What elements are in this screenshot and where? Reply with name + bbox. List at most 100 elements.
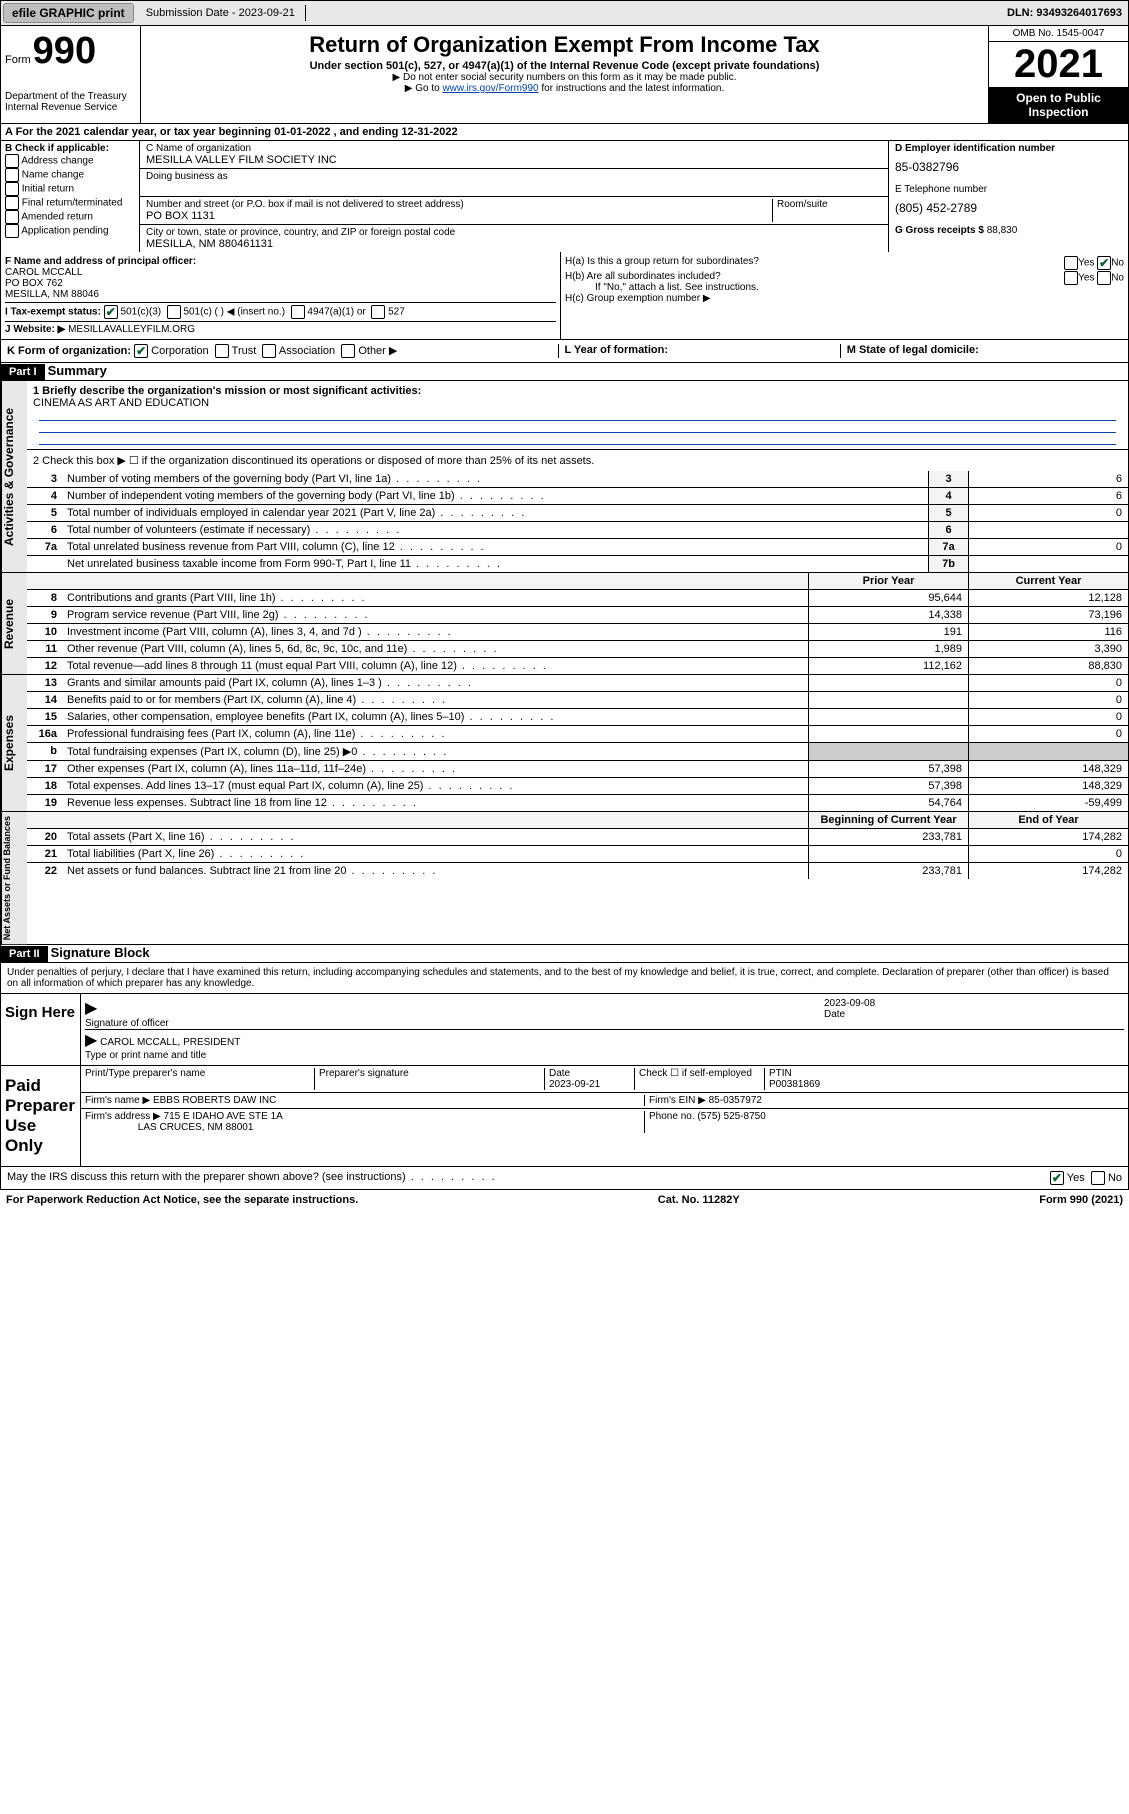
discuss-yes[interactable]: ✔	[1050, 1171, 1064, 1185]
chk-501c3[interactable]: ✔	[104, 305, 118, 319]
addr-val: PO BOX 1131	[146, 210, 215, 222]
open-public: Open to Public Inspection	[989, 87, 1128, 123]
footer-left: For Paperwork Reduction Act Notice, see …	[6, 1194, 358, 1206]
ptin-val: P00381869	[769, 1079, 820, 1090]
table-row: 11Other revenue (Part VIII, column (A), …	[27, 641, 1128, 658]
subtitle-1: Under section 501(c), 527, or 4947(a)(1)…	[145, 60, 984, 72]
discuss-no[interactable]	[1091, 1171, 1105, 1185]
table-row: 15Salaries, other compensation, employee…	[27, 709, 1128, 726]
row-a-taxyear: A For the 2021 calendar year, or tax yea…	[0, 124, 1129, 141]
chk-assoc[interactable]	[262, 344, 276, 358]
hb-no[interactable]	[1097, 271, 1111, 285]
officer-addr2: MESILLA, NM 88046	[5, 289, 99, 300]
netassets-block: Net Assets or Fund Balances Beginning of…	[0, 812, 1129, 945]
firm-addr1: 715 E IDAHO AVE STE 1A	[164, 1111, 283, 1122]
form-title: Return of Organization Exempt From Incom…	[145, 32, 984, 58]
hc-label: H(c) Group exemption number ▶	[565, 293, 1124, 304]
room-label: Room/suite	[777, 199, 828, 210]
hb-yes[interactable]	[1064, 271, 1078, 285]
self-emp-check[interactable]: Check ☐ if self-employed	[635, 1068, 765, 1090]
part2-header: Part II	[1, 946, 48, 962]
k-label: K Form of organization:	[7, 345, 131, 357]
top-bar: efile GRAPHIC print Submission Date - 20…	[0, 0, 1129, 26]
org-name-label: C Name of organization	[146, 143, 251, 154]
footer-mid: Cat. No. 11282Y	[658, 1194, 740, 1206]
line2: 2 Check this box ▶ ☐ if the organization…	[27, 449, 1128, 471]
efile-print-button[interactable]: efile GRAPHIC print	[3, 3, 134, 23]
firm-ein: 85-0357972	[709, 1095, 762, 1106]
table-row: 20Total assets (Part X, line 16)233,7811…	[27, 829, 1128, 846]
sig-date: 2023-09-08	[824, 998, 1124, 1009]
part1-title: Summary	[48, 363, 107, 378]
revenue-block: Revenue Prior Year Current Year 8Contrib…	[0, 573, 1129, 675]
table-row: 4Number of independent voting members of…	[27, 488, 1128, 505]
chk-name[interactable]: Name change	[5, 168, 135, 182]
chk-other[interactable]	[341, 344, 355, 358]
chk-corp[interactable]: ✔	[134, 344, 148, 358]
col-b-head: B Check if applicable:	[5, 143, 135, 154]
section-bcd: B Check if applicable: Address change Na…	[0, 141, 1129, 252]
current-year-header: Current Year	[968, 573, 1128, 589]
table-row: 22Net assets or fund balances. Subtract …	[27, 863, 1128, 879]
part1-header-row: Part I Summary	[0, 363, 1129, 381]
declaration: Under penalties of perjury, I declare th…	[0, 963, 1129, 994]
table-row: 17Other expenses (Part IX, column (A), l…	[27, 761, 1128, 778]
col-c-org: C Name of organization MESILLA VALLEY FI…	[139, 141, 888, 252]
ha-yes[interactable]	[1064, 256, 1078, 270]
chk-address[interactable]: Address change	[5, 154, 135, 168]
table-row: bTotal fundraising expenses (Part IX, co…	[27, 743, 1128, 761]
begin-year-header: Beginning of Current Year	[808, 812, 968, 828]
side-expenses: Expenses	[1, 675, 27, 811]
subtitle-3: ▶ Go to www.irs.gov/Form990 for instruct…	[145, 83, 984, 94]
chk-initial[interactable]: Initial return	[5, 182, 135, 196]
chk-amended[interactable]: Amended return	[5, 210, 135, 224]
hb-note: If "No," attach a list. See instructions…	[595, 282, 1124, 293]
addr-label: Number and street (or P.O. box if mail i…	[146, 199, 464, 210]
table-row: 21Total liabilities (Part X, line 26)0	[27, 846, 1128, 863]
chk-4947[interactable]	[291, 305, 305, 319]
table-row: 7aTotal unrelated business revenue from …	[27, 539, 1128, 556]
dba-label: Doing business as	[146, 171, 228, 182]
discuss-row: May the IRS discuss this return with the…	[0, 1167, 1129, 1190]
chk-pending[interactable]: Application pending	[5, 224, 135, 238]
irs-link[interactable]: www.irs.gov/Form990	[442, 83, 538, 94]
sign-here-block: Sign Here ▶ Signature of officer 2023-09…	[0, 994, 1129, 1066]
date-label: Date	[824, 1009, 1124, 1020]
chk-527[interactable]	[371, 305, 385, 319]
ein-val: 85-0382796	[895, 160, 1122, 174]
dept-treasury: Department of the Treasury	[5, 91, 136, 102]
table-row: 13Grants and similar amounts paid (Part …	[27, 675, 1128, 692]
footer-right: Form 990 (2021)	[1039, 1194, 1123, 1206]
prior-year-header: Prior Year	[808, 573, 968, 589]
sig-officer-label: Signature of officer	[85, 1018, 824, 1029]
m-label: M State of legal domicile:	[847, 344, 979, 356]
l-label: L Year of formation:	[565, 344, 669, 356]
table-row: 5Total number of individuals employed in…	[27, 505, 1128, 522]
chk-final[interactable]: Final return/terminated	[5, 196, 135, 210]
part2-header-row: Part II Signature Block	[0, 945, 1129, 963]
f-label: F Name and address of principal officer:	[5, 256, 196, 267]
omb-number: OMB No. 1545-0047	[989, 26, 1128, 42]
i-label: I Tax-exempt status:	[5, 307, 101, 318]
table-row: Net unrelated business taxable income fr…	[27, 556, 1128, 572]
prep-date: 2023-09-21	[549, 1079, 600, 1090]
tax-year: 2021	[989, 42, 1128, 87]
chk-501c[interactable]	[167, 305, 181, 319]
ein-label: D Employer identification number	[895, 143, 1122, 154]
paid-preparer-block: Paid Preparer Use Only Print/Type prepar…	[0, 1066, 1129, 1167]
tel-val: (805) 452-2789	[895, 201, 1122, 215]
col-d-ein: D Employer identification number 85-0382…	[888, 141, 1128, 252]
discuss-label: May the IRS discuss this return with the…	[7, 1171, 1050, 1185]
table-row: 12Total revenue—add lines 8 through 11 (…	[27, 658, 1128, 674]
chk-trust[interactable]	[215, 344, 229, 358]
tel-label: E Telephone number	[895, 184, 1122, 195]
org-name: MESILLA VALLEY FILM SOCIETY INC	[146, 154, 337, 166]
form-number: 990	[33, 30, 96, 73]
table-row: 10Investment income (Part VIII, column (…	[27, 624, 1128, 641]
table-row: 6Total number of volunteers (estimate if…	[27, 522, 1128, 539]
line1-label: 1 Briefly describe the organization's mi…	[33, 385, 421, 397]
gross-val: 88,830	[987, 225, 1018, 236]
ha-no[interactable]: ✔	[1097, 256, 1111, 270]
paid-preparer-label: Paid Preparer Use Only	[1, 1066, 81, 1166]
website-val: MESILLAVALLEYFILM.ORG	[68, 324, 195, 335]
